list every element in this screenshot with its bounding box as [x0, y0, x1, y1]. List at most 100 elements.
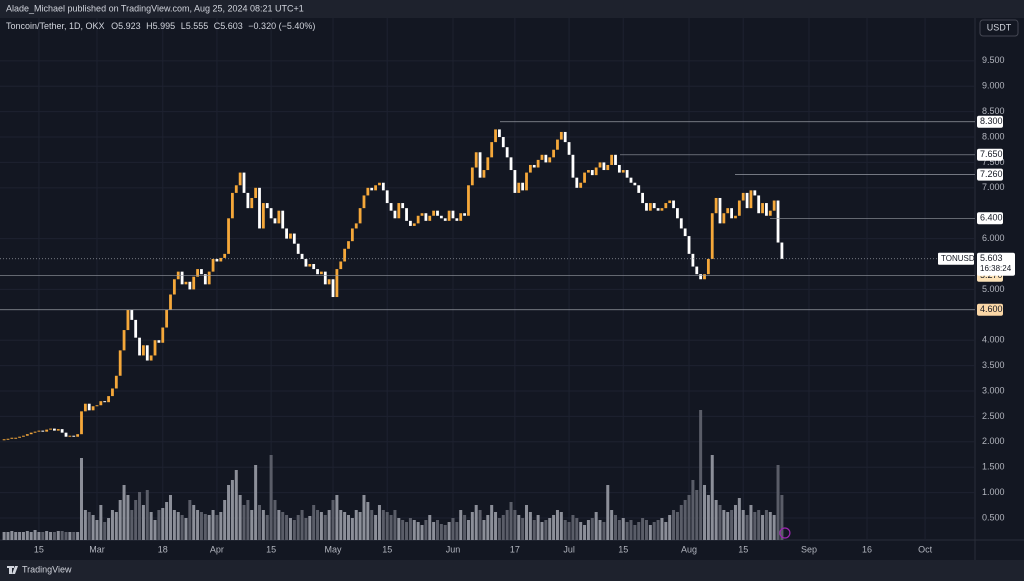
volume-bar	[95, 520, 99, 540]
candle-body	[699, 274, 703, 280]
candle-body	[103, 401, 107, 403]
candle-body	[378, 182, 381, 186]
candle-body	[258, 187, 261, 229]
candle-body	[211, 258, 215, 272]
volume-bar	[145, 490, 149, 540]
volume-bar	[319, 512, 323, 540]
volume-bar	[490, 505, 494, 540]
volume-bar	[180, 515, 184, 540]
volume-bar	[277, 510, 281, 540]
volume-bar	[91, 515, 95, 540]
marks	[2, 129, 784, 540]
candle-body	[157, 340, 161, 343]
candle-body	[505, 147, 509, 158]
volume-bar	[358, 512, 362, 540]
volume-bar	[555, 510, 559, 540]
candle-body	[184, 281, 188, 285]
volume-bar	[548, 518, 552, 540]
candle-body	[463, 213, 466, 216]
volume-bar	[509, 502, 513, 540]
candle-body	[695, 266, 699, 275]
candle-body	[761, 203, 764, 214]
volume-bar	[269, 455, 273, 540]
volume-bar	[273, 500, 277, 540]
currency-label[interactable]: USDT	[987, 22, 1012, 32]
candle-body	[339, 261, 343, 270]
volume-bar	[672, 510, 676, 540]
volume-bar	[579, 522, 583, 540]
volume-bar	[718, 505, 722, 540]
volume-bar	[459, 510, 463, 540]
volume-bar	[29, 532, 33, 540]
volume-bar	[126, 495, 130, 540]
candle-body	[25, 434, 29, 436]
volume-bar	[64, 532, 68, 540]
volume-bar	[350, 518, 354, 540]
volume-bar	[33, 530, 37, 540]
candle-body	[730, 208, 733, 219]
x-tick-label: 16	[862, 544, 872, 554]
volume-bar	[257, 505, 261, 540]
candle-body	[207, 271, 211, 285]
volume-bar	[172, 510, 176, 540]
candle-body	[598, 162, 602, 168]
volume-bar	[327, 510, 331, 540]
candle-body	[393, 210, 397, 219]
level-badge	[977, 168, 1003, 181]
volume-bar	[393, 510, 397, 540]
candle-body	[238, 172, 242, 186]
volume-bar	[196, 510, 200, 540]
volume-bar	[486, 515, 490, 540]
candle-body	[648, 203, 652, 211]
volume-bar	[416, 522, 420, 540]
candle-body	[683, 228, 687, 237]
candle-body	[660, 208, 664, 211]
volume-bar	[138, 492, 142, 540]
volume-bar	[331, 500, 335, 540]
volume-bar	[377, 505, 381, 540]
candle-body	[142, 345, 145, 356]
volume-bar	[532, 520, 536, 540]
candle-body	[68, 435, 72, 437]
volume-bar	[594, 512, 598, 540]
volume-bar	[451, 518, 455, 540]
candle-body	[111, 388, 114, 397]
candle-body	[281, 210, 285, 229]
candle-body	[610, 154, 614, 165]
candle-body	[513, 170, 517, 193]
volume-bar	[184, 518, 188, 540]
level-badge	[977, 148, 1003, 161]
candle-body	[354, 223, 358, 229]
volume-bar	[552, 515, 556, 540]
legend-value: 5.923	[118, 21, 141, 31]
y-tick-label: 6.000	[982, 233, 1005, 243]
volume-bar	[679, 505, 683, 540]
candle-body	[172, 279, 176, 295]
candle-body	[145, 345, 149, 361]
candle-body	[780, 242, 784, 259]
volume-bar	[745, 515, 749, 540]
volume-bar	[21, 532, 25, 540]
candle-body	[289, 233, 292, 239]
candle-body	[320, 271, 323, 275]
candle-body	[312, 264, 316, 270]
candle-body	[188, 281, 192, 290]
candle-body	[776, 200, 780, 243]
footer-bar	[0, 560, 1024, 581]
volume-bar	[83, 510, 87, 540]
currency-button[interactable]	[979, 19, 1019, 37]
volume-bar	[683, 500, 687, 540]
candle-body	[482, 170, 486, 178]
volume-bar	[695, 490, 699, 540]
candle-body	[219, 257, 223, 262]
volume-bar	[590, 518, 594, 540]
volume-bar	[714, 500, 718, 540]
candle-body	[432, 210, 436, 216]
volume-bar	[648, 525, 652, 540]
candle-body	[29, 432, 33, 435]
candle-body	[544, 154, 548, 163]
volume-bar	[79, 458, 83, 540]
volume-bar	[606, 485, 610, 540]
volume-bar	[780, 495, 784, 540]
volume-bar	[737, 498, 741, 540]
